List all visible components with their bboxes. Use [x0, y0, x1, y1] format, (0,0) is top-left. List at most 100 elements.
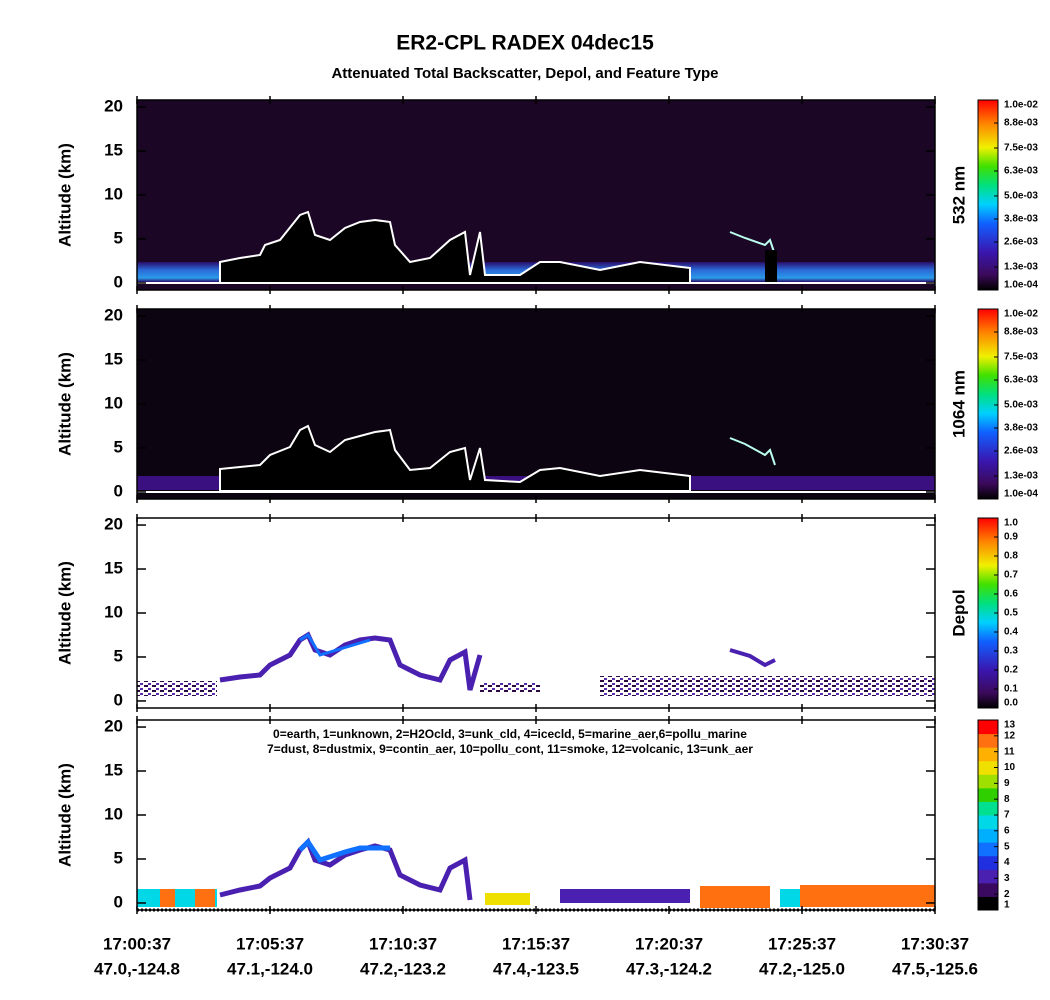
x-tick-label: 17:00:37 [103, 934, 171, 953]
colorbar-tick-label: 0.3 [1004, 646, 1018, 657]
colorbar-tick-label: 0.9 [1004, 532, 1018, 543]
x-tick-location: 47.3,-124.2 [626, 959, 712, 978]
colorbar-tick-label: 6.3e-03 [1004, 166, 1038, 177]
colorbar-swatch [978, 787, 998, 802]
y-axis-label: Altitude (km) [55, 352, 74, 456]
colorbar-swatch [978, 760, 998, 775]
y-tick-label: 10 [104, 804, 123, 823]
colorbar-tick-label: 0.5 [1004, 608, 1018, 619]
colorbar-tick-label: 9 [1004, 778, 1010, 789]
y-tick-label: 10 [104, 184, 123, 203]
y-tick-label: 0 [114, 690, 123, 709]
colorbar-tick-label: 0.2 [1004, 665, 1018, 676]
colorbar-tick-label: 2 [1004, 889, 1010, 900]
colorbar-tick-label: 1.0e-04 [1004, 489, 1038, 500]
y-tick-label: 5 [114, 228, 123, 247]
colorbar-tick-label: 7 [1004, 810, 1010, 821]
colorbar-tick-label: 0.6 [1004, 589, 1018, 600]
colorbar-swatch [978, 882, 998, 897]
colorbar-tick-label: 0.1 [1004, 684, 1018, 695]
y-axis-label: Altitude (km) [55, 561, 74, 665]
depol-image [137, 631, 935, 696]
x-tick-location: 47.5,-125.6 [892, 959, 978, 978]
colorbar-label: 532 nm [949, 166, 968, 225]
y-axis-label: Altitude (km) [55, 143, 74, 247]
feature-legend: 0=earth, 1=unknown, 2=H2Ocld, 3=unk_cld,… [273, 727, 747, 741]
colorbar-swatch [978, 869, 998, 884]
y-tick-label: 5 [114, 437, 123, 456]
y-axis-label: Altitude (km) [55, 763, 74, 867]
y-tick-label: 20 [104, 97, 123, 116]
colorbar-tick-label: 3.8e-03 [1004, 214, 1038, 225]
colorbar-tick-label: 6.3e-03 [1004, 375, 1038, 386]
colorbar-tick-label: 8 [1004, 794, 1010, 805]
x-tick-label: 17:15:37 [502, 934, 570, 953]
colorbar-tick-label: 2.6e-03 [1004, 237, 1038, 248]
colorbar-tick-label: 8.8e-03 [1004, 327, 1038, 338]
colorbar-tick-label: 3 [1004, 873, 1010, 884]
colorbar-tick-label: 7.5e-03 [1004, 143, 1038, 154]
y-tick-label: 0 [114, 272, 123, 291]
chart-title: ER2-CPL RADEX 04dec15 [396, 32, 654, 55]
y-tick-label: 15 [104, 141, 123, 160]
y-tick-label: 10 [104, 393, 123, 412]
colorbar-label: Depol [949, 589, 968, 636]
colorbar-swatch [978, 733, 998, 748]
colorbar [977, 308, 999, 500]
colorbar-tick-label: 5.0e-03 [1004, 400, 1038, 411]
colorbar-tick-label: 12 [1004, 730, 1016, 741]
colorbar-tick-label: 8.8e-03 [1004, 118, 1038, 129]
colorbar-tick-label: 10 [1004, 762, 1016, 773]
colorbar-swatch [978, 747, 998, 762]
colorbar-tick-label: 11 [1004, 746, 1015, 757]
backscatter-1064-image [137, 309, 935, 499]
colorbar-label: 1064 nm [949, 370, 968, 438]
x-tick-label: 17:25:37 [768, 934, 836, 953]
y-tick-label: 5 [114, 646, 123, 665]
x-tick-label: 17:05:37 [236, 934, 304, 953]
y-tick-label: 5 [114, 848, 123, 867]
colorbar-swatch [978, 720, 998, 735]
colorbar-tick-label: 2.6e-03 [1004, 446, 1038, 457]
colorbar-tick-label: 0.8 [1004, 551, 1018, 562]
colorbar-tick-label: 1.3e-03 [1004, 262, 1038, 273]
chart-subtitle: Attenuated Total Backscatter, Depol, and… [331, 65, 718, 82]
x-tick-label: 17:10:37 [369, 934, 437, 953]
y-tick-label: 20 [104, 717, 123, 736]
x-tick-label: 17:30:37 [901, 934, 969, 953]
colorbar-tick-label: 0.0 [1004, 698, 1018, 709]
y-tick-label: 0 [114, 481, 123, 500]
x-tick-location: 47.1,-124.0 [227, 959, 313, 978]
y-tick-label: 20 [104, 515, 123, 534]
colorbar-tick-label: 1.0 [1004, 518, 1018, 529]
x-tick-location: 47.0,-124.8 [94, 959, 180, 978]
colorbar-swatch [978, 896, 998, 911]
colorbar-swatch [978, 828, 998, 843]
colorbar-tick-label: 13 [1004, 720, 1016, 731]
colorbar-tick-label: 1.3e-03 [1004, 471, 1038, 482]
colorbar-tick-label: 7.5e-03 [1004, 352, 1038, 363]
feature-legend: 7=dust, 8=dustmix, 9=contin_aer, 10=poll… [267, 742, 753, 756]
y-tick-label: 15 [104, 350, 123, 369]
colorbar [977, 99, 999, 291]
colorbar-swatch [978, 801, 998, 816]
x-tick-label: 17:20:37 [635, 934, 703, 953]
y-tick-label: 20 [104, 306, 123, 325]
y-tick-label: 15 [104, 761, 123, 780]
x-tick-location: 47.2,-123.2 [360, 959, 446, 978]
colorbar-swatch [978, 815, 998, 830]
y-tick-label: 0 [114, 892, 123, 911]
colorbar-swatch [978, 855, 998, 870]
colorbar-tick-label: 0.4 [1004, 627, 1018, 638]
colorbar-tick-label: 6 [1004, 825, 1010, 836]
colorbar-tick-label: 3.8e-03 [1004, 423, 1038, 434]
colorbar-swatch [978, 774, 998, 789]
x-tick-location: 47.4,-123.5 [493, 959, 579, 978]
x-tick-location: 47.2,-125.0 [759, 959, 845, 978]
colorbar-swatch [978, 842, 998, 857]
colorbar-tick-label: 1.0e-02 [1004, 309, 1038, 320]
colorbar-tick-label: 1.0e-02 [1004, 100, 1038, 111]
feature-type-image [137, 837, 935, 912]
colorbar-tick-label: 1.0e-04 [1004, 280, 1038, 291]
